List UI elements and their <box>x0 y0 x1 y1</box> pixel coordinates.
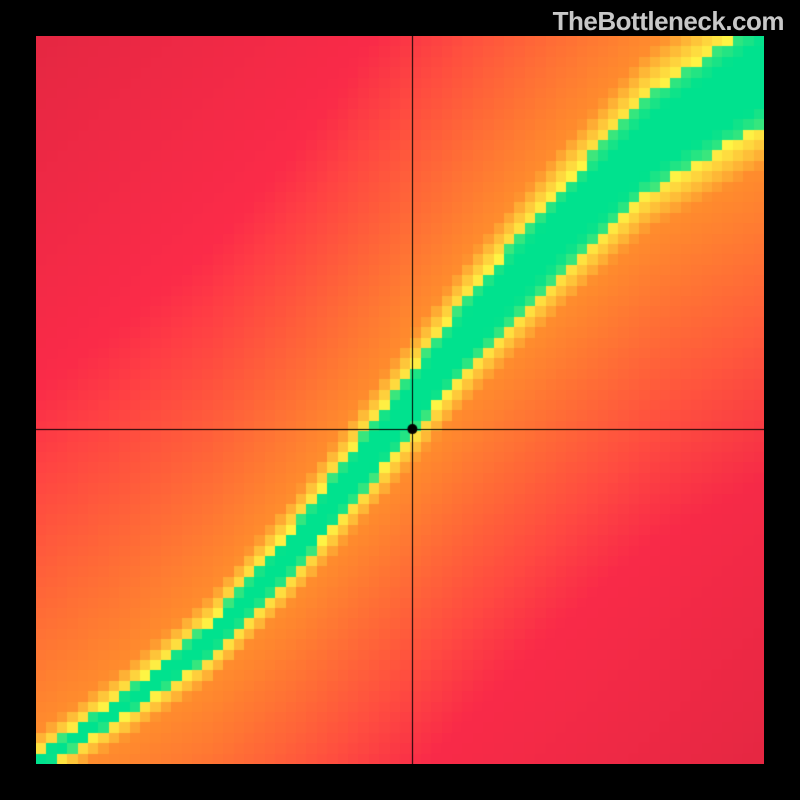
bottleneck-heatmap <box>36 36 764 764</box>
chart-container: TheBottleneck.com <box>0 0 800 800</box>
watermark-text: TheBottleneck.com <box>553 6 784 37</box>
